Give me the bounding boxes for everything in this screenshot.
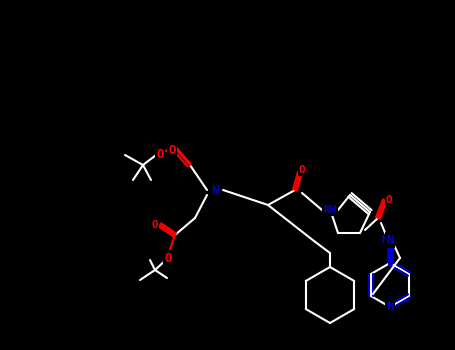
Text: NH: NH (323, 205, 337, 215)
Text: N: N (386, 233, 394, 246)
Text: NH: NH (381, 235, 395, 245)
Text: O: O (156, 147, 164, 161)
Text: N: N (211, 183, 219, 196)
Text: O: O (164, 252, 172, 265)
Text: O: O (298, 165, 305, 175)
Text: O: O (168, 144, 176, 156)
Text: O: O (386, 195, 392, 205)
Text: N: N (386, 301, 394, 314)
Text: O: O (152, 220, 158, 230)
